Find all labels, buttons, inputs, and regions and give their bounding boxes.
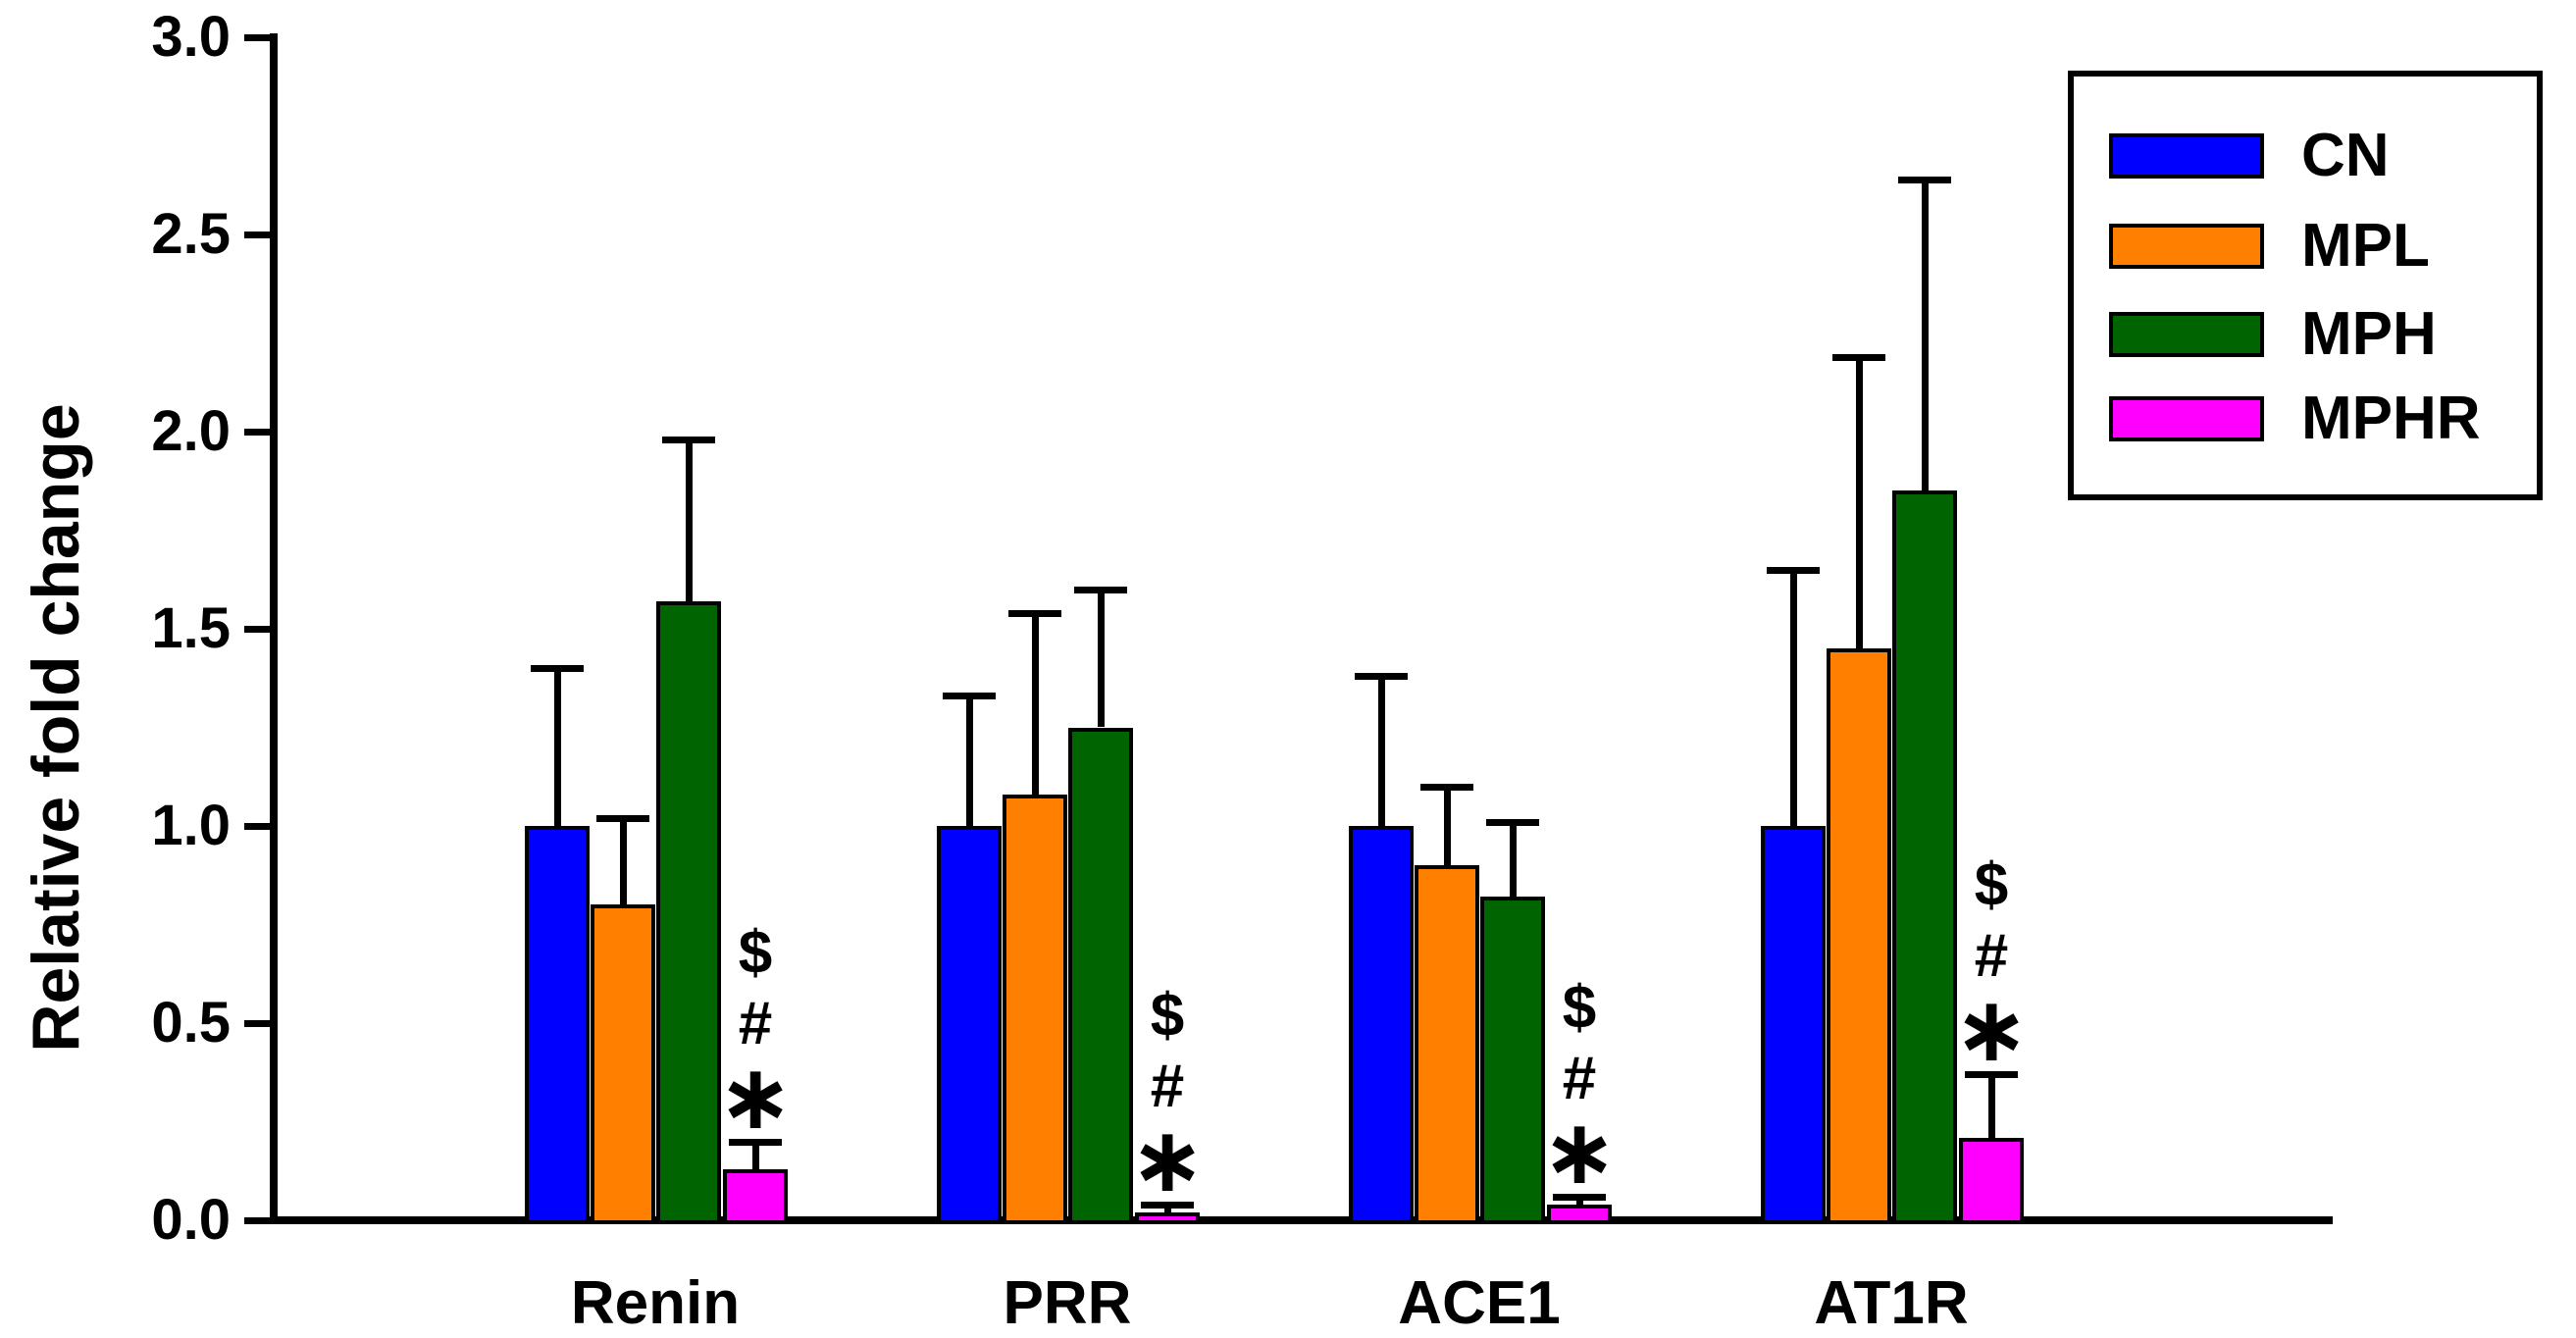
legend-swatch-mph — [2109, 312, 2264, 357]
sig-symbol-hash: # — [1562, 1044, 1597, 1112]
bar-mpl-renin — [591, 904, 655, 1224]
x-category-label-at1r: AT1R — [1814, 1269, 1969, 1337]
y-tick-label: 2.5 — [151, 202, 231, 266]
bar-mphr-prr — [1135, 1211, 1200, 1224]
error-bar-cap-cn-at1r — [1767, 566, 1820, 574]
error-bar-mph-renin — [685, 439, 693, 601]
y-tick-mark — [244, 429, 271, 436]
error-bar-cap-mph-at1r — [1898, 176, 1951, 183]
y-tick-label: 1.5 — [151, 596, 231, 660]
legend: CN MPL MPH MPHR — [2068, 71, 2543, 500]
error-bar-mpl-ace1 — [1443, 786, 1451, 866]
y-axis-line — [270, 33, 278, 1224]
sig-symbol-asterisk: ∗ — [1541, 1102, 1618, 1203]
sig-symbol-dollar: $ — [738, 918, 773, 987]
bar-cn-at1r — [1761, 826, 1826, 1224]
y-tick-label: 1.0 — [151, 794, 231, 857]
error-bar-cn-prr — [965, 695, 973, 826]
error-bar-mphr-prr — [1163, 1204, 1171, 1212]
error-bar-mph-at1r — [1921, 179, 1929, 491]
bar-mph-ace1 — [1480, 897, 1545, 1224]
error-bar-mph-prr — [1097, 589, 1105, 728]
error-bar-cap-mpl-at1r — [1832, 353, 1885, 361]
sig-symbol-dollar: $ — [1562, 973, 1597, 1042]
error-bar-cap-mphr-at1r — [1965, 1071, 2018, 1079]
sig-symbol-hash: # — [1974, 922, 2009, 991]
y-tick-label: 0.5 — [151, 991, 231, 1055]
bar-cn-prr — [937, 826, 1002, 1224]
legend-label-cn: CN — [2301, 122, 2390, 189]
error-bar-mphr-at1r — [1987, 1074, 1995, 1138]
sig-markers-renin: $ # ∗ — [706, 918, 804, 1148]
y-tick-label: 0.0 — [151, 1188, 231, 1252]
y-tick-mark — [244, 823, 271, 830]
bar-mpl-prr — [1003, 794, 1067, 1224]
error-bar-cap-mpl-prr — [1008, 609, 1061, 617]
error-bar-cap-mphr-ace1 — [1553, 1193, 1606, 1201]
bar-cn-ace1 — [1349, 826, 1414, 1224]
bar-mpl-ace1 — [1415, 865, 1479, 1224]
error-bar-cap-mph-prr — [1074, 586, 1127, 593]
legend-swatch-cn — [2109, 133, 2264, 179]
error-bar-mpl-prr — [1031, 612, 1039, 795]
bar-mphr-ace1 — [1547, 1204, 1612, 1224]
y-tick-mark — [244, 34, 271, 41]
sig-markers-prr: $ # ∗ — [1118, 981, 1216, 1210]
error-bar-mpl-renin — [619, 817, 627, 905]
y-tick-mark — [244, 626, 271, 633]
error-bar-mphr-renin — [751, 1141, 759, 1169]
y-tick-label: 3.0 — [151, 5, 231, 69]
bar-mphr-renin — [723, 1168, 788, 1224]
y-tick-mark — [244, 1020, 271, 1027]
legend-swatch-mphr — [2109, 396, 2264, 441]
error-bar-cap-mph-ace1 — [1486, 818, 1539, 826]
error-bar-cap-mpl-ace1 — [1420, 783, 1473, 791]
sig-symbol-asterisk: ∗ — [1953, 980, 2030, 1081]
error-bar-cn-ace1 — [1377, 676, 1385, 826]
bar-mpl-at1r — [1827, 648, 1891, 1224]
y-axis-title: Relative fold change — [19, 403, 93, 1053]
sig-symbol-asterisk: ∗ — [717, 1047, 794, 1148]
bar-mphr-at1r — [1959, 1137, 2024, 1224]
error-bar-mph-ace1 — [1509, 821, 1517, 898]
bar-cn-renin — [525, 826, 590, 1224]
error-bar-cap-mphr-renin — [729, 1138, 782, 1146]
sig-symbol-dollar: $ — [1974, 851, 2009, 920]
bar-mph-prr — [1068, 727, 1133, 1224]
x-category-label-prr: PRR — [1003, 1269, 1132, 1337]
sig-symbol-asterisk: ∗ — [1129, 1109, 1206, 1210]
sig-symbol-dollar: $ — [1150, 981, 1185, 1050]
error-bar-cn-at1r — [1789, 569, 1797, 826]
bar-mph-at1r — [1892, 490, 1957, 1224]
x-category-label-ace1: ACE1 — [1398, 1269, 1561, 1337]
error-bar-cap-mphr-prr — [1141, 1201, 1194, 1209]
legend-label-mphr: MPHR — [2301, 385, 2481, 452]
y-tick-mark — [244, 1217, 271, 1224]
error-bar-cn-renin — [553, 668, 561, 826]
sig-symbol-hash: # — [1150, 1052, 1185, 1120]
sig-markers-at1r: $ # ∗ — [1942, 850, 2040, 1081]
legend-label-mpl: MPL — [2301, 212, 2430, 280]
error-bar-cap-cn-prr — [943, 693, 996, 700]
sig-markers-ace1: $ # ∗ — [1530, 973, 1628, 1203]
x-category-label-renin: Renin — [570, 1269, 741, 1337]
error-bar-mpl-at1r — [1855, 356, 1863, 649]
y-tick-label: 2.0 — [151, 399, 231, 463]
error-bar-cap-cn-ace1 — [1355, 673, 1408, 681]
legend-swatch-mpl — [2109, 224, 2264, 269]
error-bar-mphr-ace1 — [1575, 1196, 1583, 1205]
x-axis-line — [270, 1216, 2333, 1224]
error-bar-cap-cn-renin — [531, 665, 584, 673]
error-bar-cap-mph-renin — [662, 437, 715, 444]
sig-symbol-hash: # — [738, 989, 773, 1057]
bar-mph-renin — [656, 600, 721, 1224]
error-bar-cap-mpl-renin — [596, 814, 649, 822]
legend-label-mph: MPH — [2301, 300, 2437, 368]
y-tick-mark — [244, 232, 271, 238]
